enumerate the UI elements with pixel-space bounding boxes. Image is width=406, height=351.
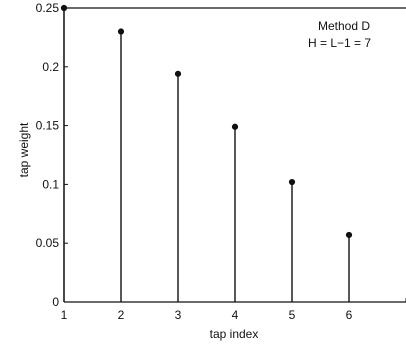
x-tick-label: 2: [118, 308, 125, 322]
x-tick-label: 5: [289, 308, 296, 322]
stem-marker-1: [60, 4, 68, 12]
y-tick-label: 0.05: [36, 236, 60, 250]
x-tick-label: 1: [61, 308, 68, 322]
x-axis-label: tap index: [210, 327, 259, 341]
x-tick-label: 4: [232, 308, 239, 322]
stems-layer: [60, 4, 353, 302]
stem-marker-6: [345, 231, 353, 239]
stem-marker-4: [231, 123, 239, 130]
stem-marker-5: [288, 178, 296, 186]
legend-line-1: Method D: [318, 19, 370, 33]
x-tick-label: 6: [346, 308, 353, 322]
stem-marker-2: [117, 28, 125, 35]
y-tick-label: 0.2: [42, 60, 59, 74]
y-tick-label: 0.1: [42, 177, 59, 191]
stem-marker-3: [174, 70, 182, 77]
y-tick-label: 0.15: [36, 119, 60, 133]
y-tick-label: 0: [52, 295, 59, 309]
x-tick-label: 3: [175, 308, 182, 322]
legend-line-2: H = L−1 = 7: [308, 36, 371, 50]
ticks-layer: 1 2 3 4 5 6 0 0.05 0.1 0.15 0.2 0.25: [36, 1, 406, 322]
y-axis-label: tap weight: [17, 122, 31, 177]
y-tick-label: 0.25: [36, 1, 60, 15]
